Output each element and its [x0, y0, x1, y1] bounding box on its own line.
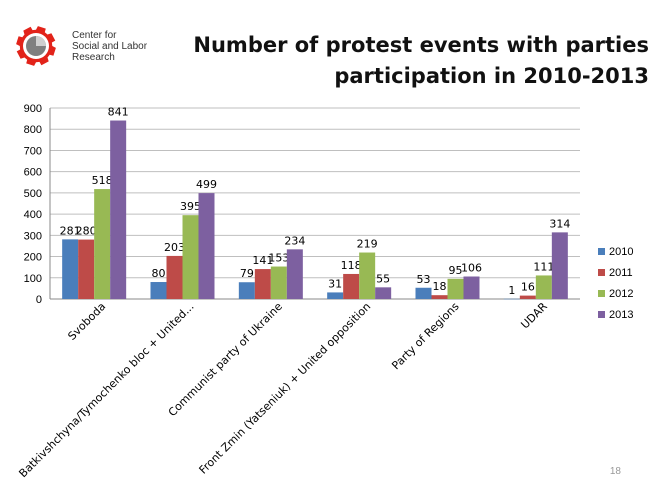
bar: [375, 287, 392, 299]
logo-text: Center for Social and Labor Research: [72, 30, 212, 63]
gear-logo-icon: [16, 26, 56, 66]
data-label: 281: [60, 224, 81, 237]
bar: [198, 193, 215, 299]
legend-swatch: [598, 269, 605, 276]
data-label: 234: [284, 234, 305, 247]
data-label: 18: [433, 280, 447, 293]
bar: [182, 215, 199, 299]
y-tick-label: 300: [24, 230, 42, 242]
y-tick-label: 400: [24, 209, 42, 221]
data-label: 55: [376, 272, 390, 285]
bar: [343, 273, 360, 299]
bar: [415, 287, 432, 299]
bar: [270, 266, 287, 299]
data-label: 219: [357, 238, 378, 251]
bar: [431, 295, 448, 299]
slide-title-line-1: Number of protest events with parties: [193, 33, 649, 57]
bar: [150, 282, 167, 299]
bar: [359, 252, 376, 299]
data-label: 79: [240, 267, 254, 280]
bar: [286, 249, 303, 299]
data-label: 53: [417, 273, 431, 286]
bar: [503, 298, 520, 300]
data-label: 395: [180, 200, 201, 213]
data-label: 95: [449, 264, 463, 277]
slide-title: Number of protest events with parties pa…: [189, 30, 649, 92]
logo: Center for Social and Labor Research: [10, 10, 210, 80]
bar: [535, 275, 552, 299]
data-label: 280: [76, 225, 97, 238]
data-label: 1: [508, 284, 515, 297]
bar: [110, 120, 127, 299]
x-category-label: Front Zmin (Yatseniuk) + United oppositi…: [197, 300, 374, 477]
bar: [551, 232, 568, 299]
y-tick-label: 700: [24, 145, 42, 157]
bar: [238, 282, 255, 299]
x-category-label: Batkivshchyna/Tymochenko bloc + United..…: [16, 300, 196, 480]
logo-line-3: Research: [72, 52, 115, 63]
legend-label: 2013: [609, 309, 633, 321]
x-category-label: Svoboda: [65, 300, 108, 343]
bar: [327, 292, 344, 299]
data-label: 106: [461, 262, 482, 275]
legend-swatch: [598, 290, 605, 297]
data-label: 314: [549, 217, 570, 230]
legend-label: 2010: [609, 246, 633, 258]
data-label: 80: [152, 267, 166, 280]
slide-title-line-2: participation in 2010-2013: [334, 64, 649, 88]
bar: [94, 189, 111, 299]
y-tick-label: 100: [24, 273, 42, 285]
legend-swatch: [598, 311, 605, 318]
legend-label: 2012: [609, 288, 633, 300]
y-tick-label: 500: [24, 188, 42, 200]
page-number: 18: [609, 466, 621, 477]
logo-line-2: Social and Labor: [72, 41, 148, 52]
bar: [519, 295, 536, 299]
bar: [463, 276, 480, 299]
data-label: 31: [328, 277, 342, 290]
bar: [447, 278, 464, 299]
data-label: 203: [164, 241, 185, 254]
legend-swatch: [598, 248, 605, 255]
y-tick-label: 200: [24, 252, 42, 264]
y-tick-label: 900: [24, 103, 42, 115]
x-category-label: Party of Regions: [389, 300, 461, 372]
data-label: 141: [252, 254, 273, 267]
y-tick-label: 600: [24, 167, 42, 179]
bar: [254, 269, 271, 299]
y-tick-label: 800: [24, 124, 42, 136]
y-tick-label: 0: [36, 294, 42, 306]
legend-label: 2011: [609, 267, 633, 279]
bar: [166, 255, 183, 299]
data-label: 118: [341, 259, 362, 272]
bar: [78, 239, 95, 299]
data-label: 841: [108, 106, 129, 119]
data-label: 16: [521, 281, 535, 294]
bar: [62, 239, 79, 299]
data-label: 518: [92, 174, 113, 187]
data-label: 111: [533, 260, 554, 273]
x-category-label: UDAR: [518, 300, 550, 332]
logo-line-1: Center for: [72, 30, 117, 41]
data-label: 153: [268, 252, 289, 265]
data-label: 499: [196, 178, 217, 191]
